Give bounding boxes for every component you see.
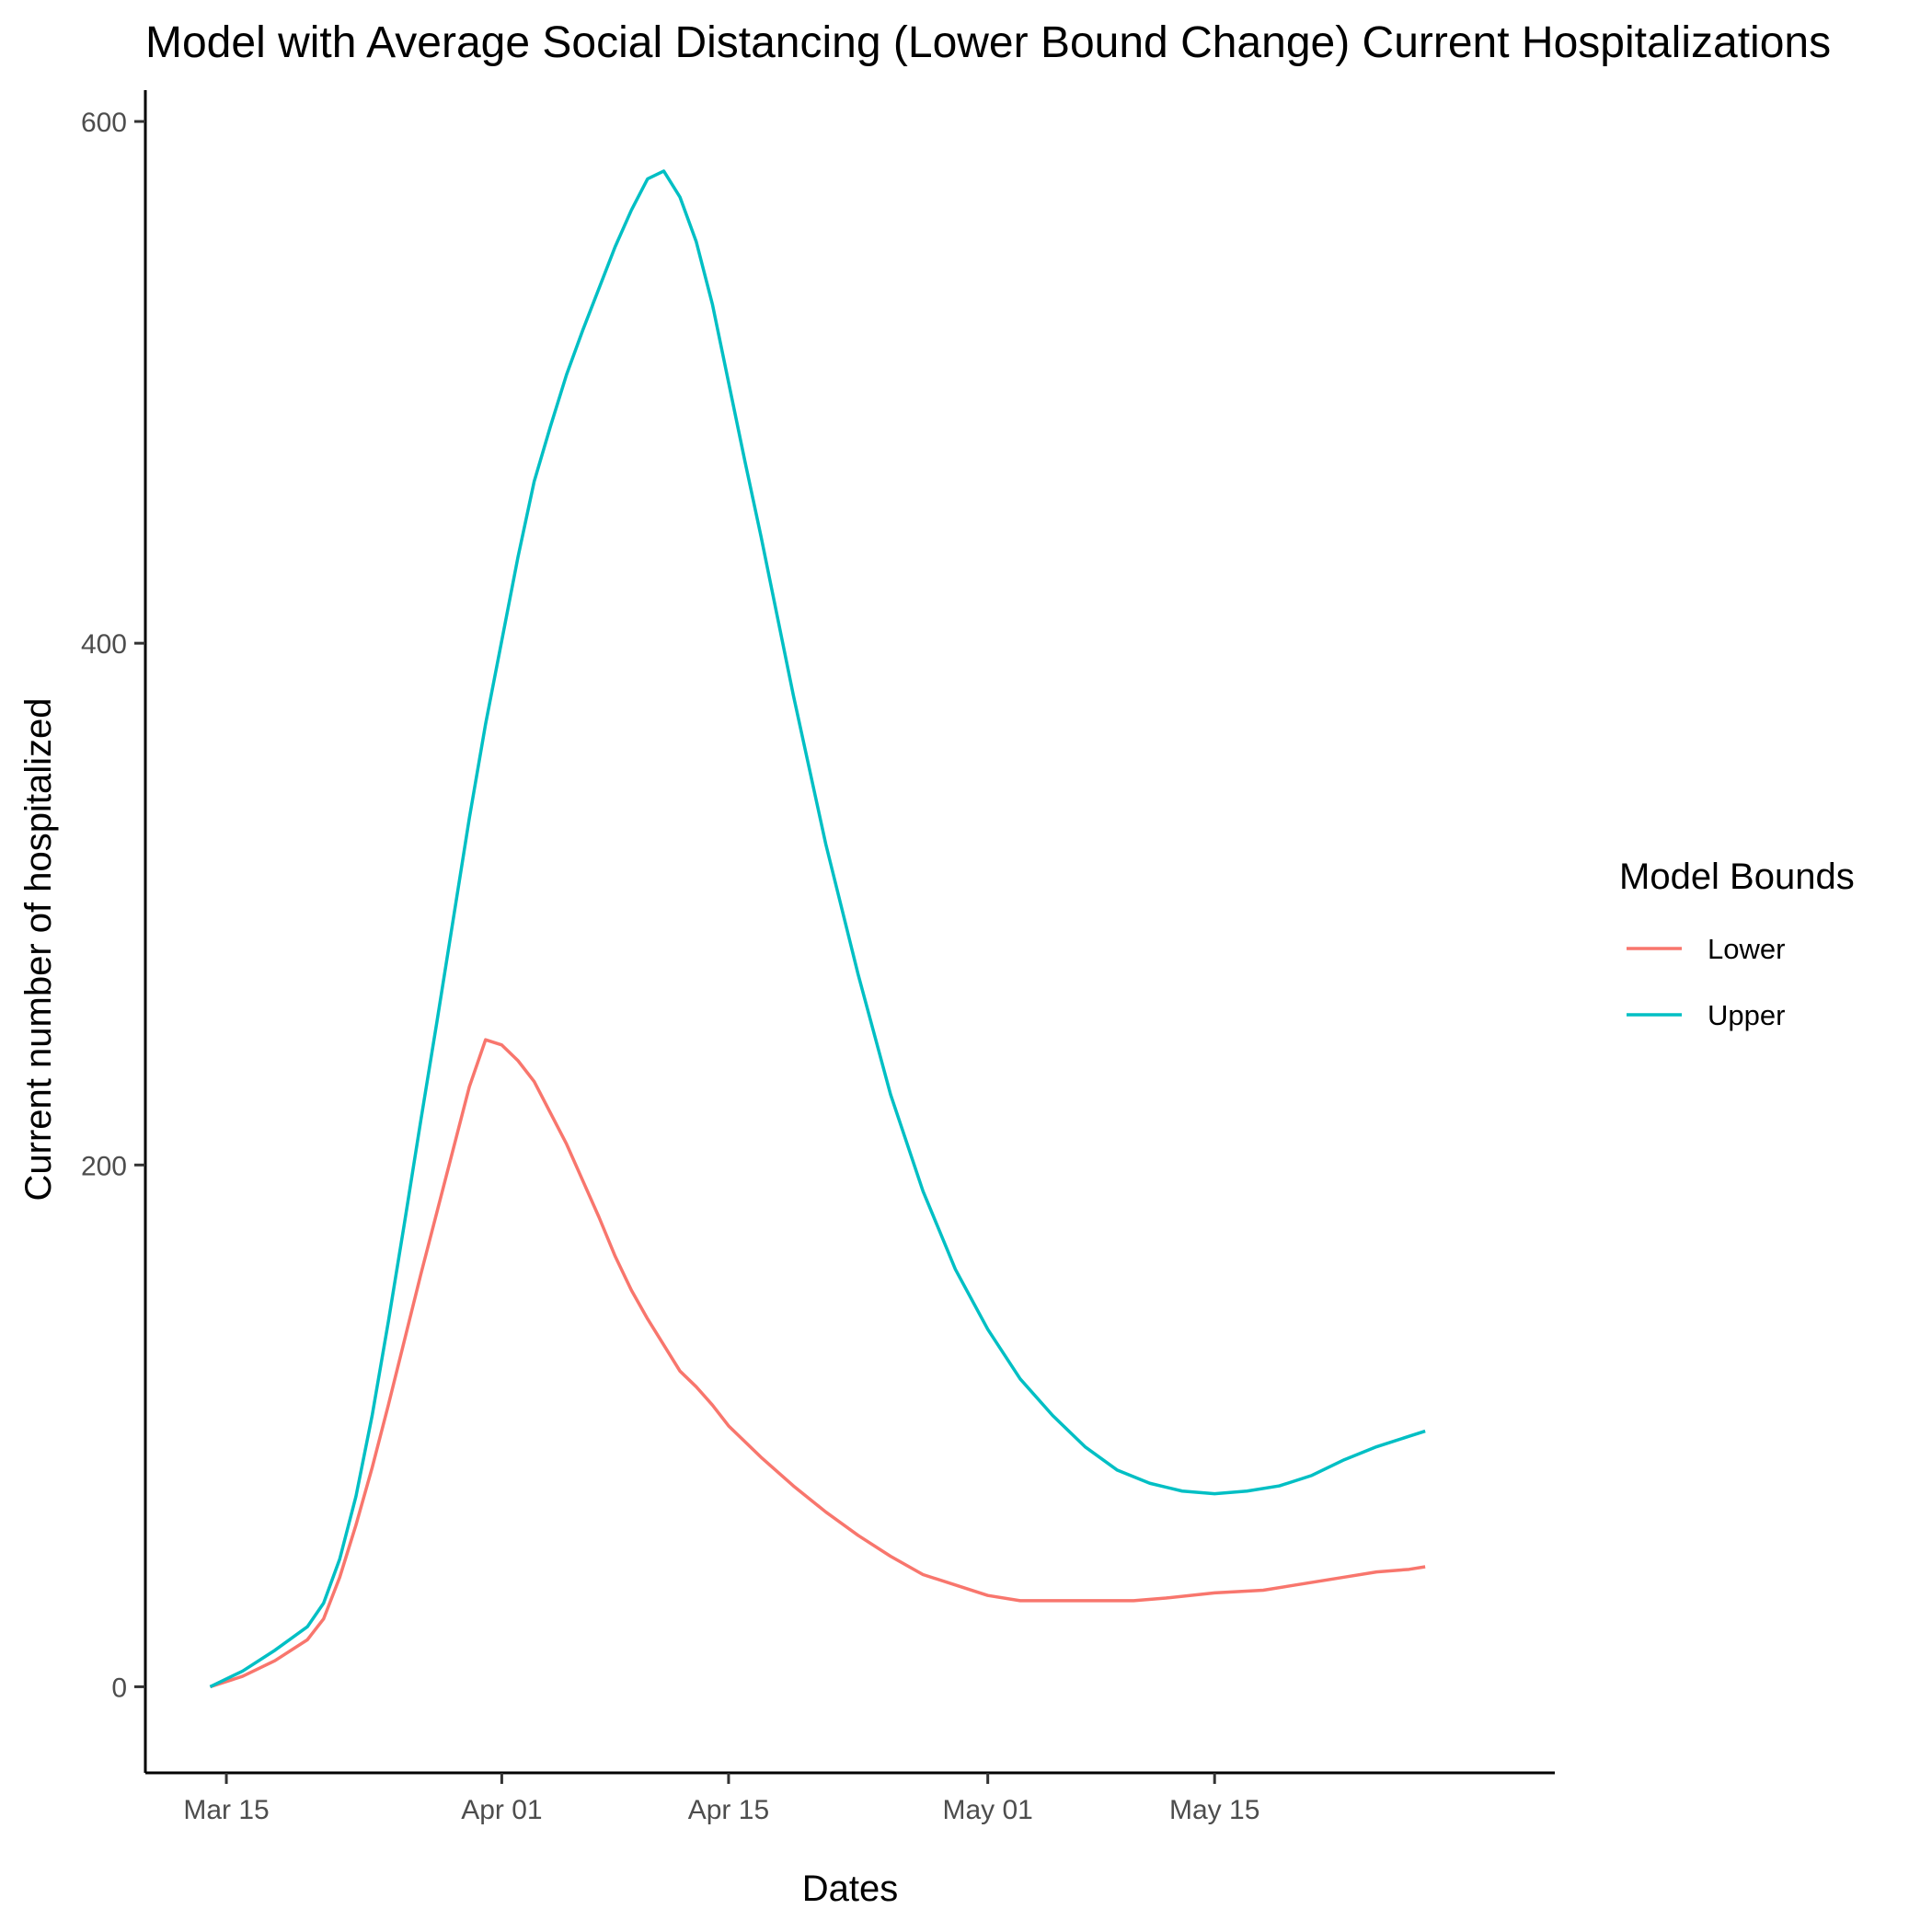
series-line-upper bbox=[209, 169, 1426, 1688]
plot-lines bbox=[209, 169, 1426, 1689]
x-tick-label: Mar 15 bbox=[183, 1795, 269, 1825]
chart-title: Model with Average Social Distancing (Lo… bbox=[145, 18, 1831, 67]
legend: Model Bounds Lower Upper bbox=[1619, 857, 1855, 1031]
y-tick-label: 600 bbox=[81, 108, 127, 138]
legend-items: Lower Upper bbox=[1627, 933, 1785, 1031]
x-tick-label: Apr 01 bbox=[461, 1795, 542, 1825]
series-line-lower bbox=[209, 1038, 1426, 1689]
legend-title: Model Bounds bbox=[1619, 857, 1855, 897]
x-axis-title: Dates bbox=[802, 1869, 899, 1909]
x-axis-ticks: Mar 15 Apr 01 Apr 15 May 01 May 15 bbox=[183, 1773, 1259, 1825]
x-tick-label: May 15 bbox=[1169, 1795, 1259, 1825]
y-axis-title: Current number of hospitalized bbox=[18, 698, 59, 1202]
legend-label-upper: Upper bbox=[1708, 999, 1785, 1031]
y-tick-label: 400 bbox=[81, 629, 127, 660]
y-tick-label: 200 bbox=[81, 1151, 127, 1181]
x-tick-label: May 01 bbox=[942, 1795, 1032, 1825]
x-tick-label: Apr 15 bbox=[688, 1795, 769, 1825]
y-tick-label: 0 bbox=[111, 1673, 127, 1703]
legend-label-lower: Lower bbox=[1708, 933, 1785, 965]
y-axis-ticks: 0 200 400 600 bbox=[81, 108, 145, 1703]
